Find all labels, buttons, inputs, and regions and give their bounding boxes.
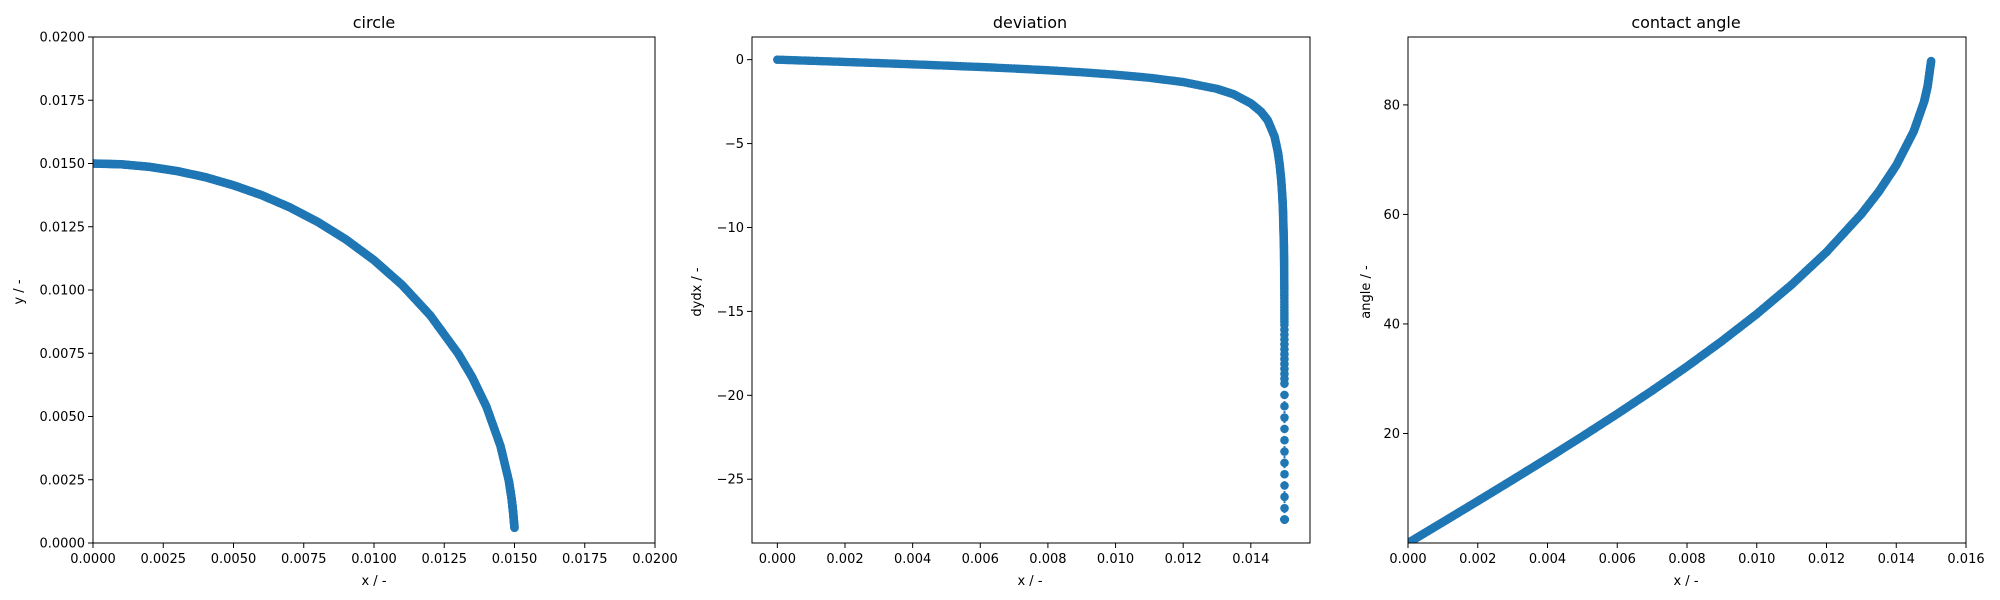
x-tick-label: 0.004 [1529, 552, 1566, 567]
x-tick-label: 0.0000 [70, 552, 116, 567]
x-tick-label: 0.0100 [351, 552, 397, 567]
x-tick-label: 0.0050 [211, 552, 257, 567]
y-axis-label: dydx / - [690, 267, 705, 317]
x-tick-label: 0.010 [1097, 552, 1134, 567]
chart-title: deviation [993, 13, 1067, 32]
y-tick-label: 0.0100 [40, 284, 86, 299]
x-axis-label: x / - [1017, 574, 1042, 589]
x-tick-label: 0.004 [894, 552, 931, 567]
x-tick-label: 0.014 [1878, 552, 1915, 567]
x-tick-label: 0.016 [1947, 552, 1984, 567]
y-tick-label: 40 [1383, 317, 1400, 332]
plot-area [93, 159, 519, 533]
x-tick-label: 0.0175 [562, 552, 608, 567]
data-point [1280, 503, 1289, 513]
x-tick-label: 0.012 [1165, 552, 1202, 567]
x-tick-label: 0.000 [1389, 552, 1426, 567]
data-point [1926, 56, 1936, 66]
plot-area [1408, 56, 1936, 543]
x-tick-label: 0.0150 [492, 552, 538, 567]
data-point [1280, 401, 1289, 411]
y-tick-label: −20 [717, 389, 744, 404]
x-tick-label: 0.000 [759, 552, 796, 567]
chart-title: contact angle [1631, 13, 1740, 32]
x-tick-label: 0.006 [962, 552, 999, 567]
data-point [1280, 424, 1289, 434]
y-tick-label: 0.0125 [40, 220, 86, 235]
data-point [1280, 458, 1289, 468]
series-line [777, 58, 1286, 521]
x-tick-label: 0.014 [1232, 552, 1269, 567]
x-tick-label: 0.002 [1459, 552, 1496, 567]
data-point [1280, 481, 1289, 490]
x-tick-label: 0.006 [1599, 552, 1636, 567]
y-tick-label: 0 [736, 53, 744, 68]
x-tick-label: 0.010 [1738, 552, 1775, 567]
x-tick-label: 0.0125 [422, 552, 468, 567]
y-tick-label: 60 [1383, 208, 1400, 223]
data-point [1280, 492, 1289, 502]
y-tick-label: −15 [717, 305, 744, 320]
data-point [1280, 379, 1289, 388]
y-tick-label: 20 [1383, 427, 1400, 442]
y-axis-label: y / - [12, 279, 27, 304]
x-axis-label: x / - [1673, 574, 1698, 589]
x-tick-label: 0.008 [1029, 552, 1066, 567]
x-tick-label: 0.0200 [632, 552, 678, 567]
y-tick-label: −10 [717, 221, 744, 236]
y-tick-label: 0.0025 [40, 473, 86, 488]
axes-frame [92, 36, 656, 544]
chart-title: circle [353, 13, 396, 32]
series-line [1408, 60, 1933, 543]
x-tick-label: 0.0075 [281, 552, 327, 567]
y-tick-label: 0.0050 [40, 410, 86, 425]
plot-area [773, 55, 1289, 524]
data-point [1280, 515, 1289, 524]
axes-frame [1407, 36, 1967, 544]
x-tick-label: 0.008 [1668, 552, 1705, 567]
y-tick-label: 0.0000 [40, 537, 86, 552]
panel-contact-angle: contact angle x / - angle / - 0.000 0.002… [1359, 13, 1985, 589]
y-axis-label: angle / - [1359, 265, 1374, 319]
data-point [510, 523, 519, 533]
data-point [1280, 469, 1289, 479]
data-point [1280, 435, 1289, 445]
panel-deviation: deviation x / - dydx / - 0.000 0.002 0.004… [690, 13, 1311, 589]
x-tick-label: 0.012 [1808, 552, 1845, 567]
panel-circle: circle x / - y / - 0.0000 0.0025 0.0050 0.0… [12, 13, 678, 589]
data-point [1280, 390, 1289, 400]
y-tick-label: −25 [717, 473, 744, 488]
data-point [1280, 413, 1289, 422]
x-tick-label: 0.0025 [141, 552, 187, 567]
y-tick-label: 0.0175 [40, 94, 86, 109]
axes-frame [751, 36, 1311, 544]
y-tick-label: 80 [1383, 98, 1400, 113]
y-tick-label: 0.0150 [40, 157, 86, 172]
y-tick-label: −5 [725, 137, 744, 152]
x-axis-label: x / - [361, 574, 386, 589]
y-tick-label: 0.0075 [40, 347, 86, 362]
y-tick-label: 0.0200 [40, 31, 86, 46]
data-point [1280, 447, 1289, 456]
x-tick-label: 0.002 [826, 552, 863, 567]
